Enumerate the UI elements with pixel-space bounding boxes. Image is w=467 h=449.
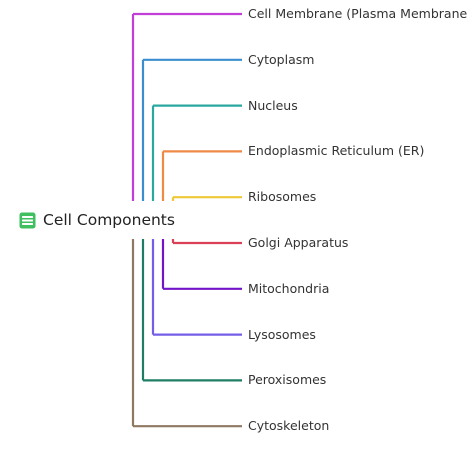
node-cytoplasm[interactable]: Cytoplasm [248, 51, 315, 67]
node-lysosomes[interactable]: Lysosomes [248, 326, 316, 342]
node-ribosomes[interactable]: Ribosomes [248, 189, 317, 205]
node-mitochondria[interactable]: Mitochondria [248, 280, 330, 296]
node-nucleus[interactable]: Nucleus [248, 97, 298, 113]
root-node[interactable]: Cell Components [8, 201, 180, 239]
node-cytoskeleton[interactable]: Cytoskeleton [248, 418, 330, 434]
spreadsheet-icon [19, 212, 36, 228]
node-golgi-apparatus[interactable]: Golgi Apparatus [248, 235, 349, 250]
root-label: Cell Components [43, 211, 175, 229]
node-peroxisomes[interactable]: Peroxisomes [248, 372, 327, 388]
node-cell-membrane[interactable]: Cell Membrane (Plasma Membrane) [248, 6, 467, 21]
node-endoplasmic-reticulum[interactable]: Endoplasmic Reticulum (ER) [248, 143, 425, 159]
